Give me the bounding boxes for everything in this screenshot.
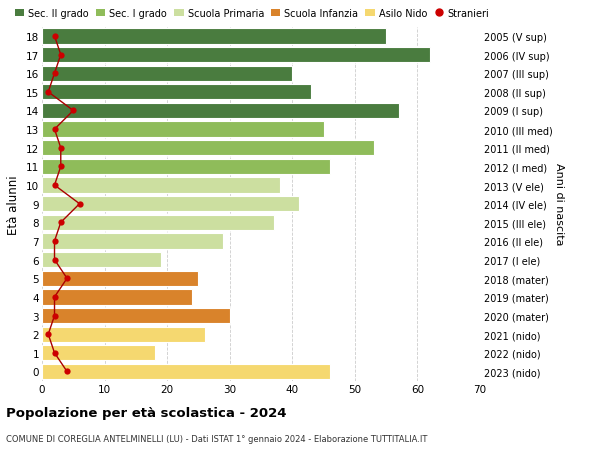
- Bar: [42, 252, 161, 268]
- Bar: [42, 290, 192, 305]
- Bar: [42, 29, 386, 45]
- Bar: [42, 48, 430, 63]
- Bar: [42, 364, 330, 379]
- Bar: [42, 308, 230, 324]
- Bar: [42, 178, 280, 193]
- Bar: [42, 141, 374, 156]
- Bar: [42, 271, 199, 286]
- Text: COMUNE DI COREGLIA ANTELMINELLI (LU) - Dati ISTAT 1° gennaio 2024 - Elaborazione: COMUNE DI COREGLIA ANTELMINELLI (LU) - D…: [6, 434, 427, 443]
- Bar: [42, 85, 311, 100]
- Y-axis label: Età alunni: Età alunni: [7, 174, 20, 234]
- Bar: [42, 196, 299, 212]
- Text: Popolazione per età scolastica - 2024: Popolazione per età scolastica - 2024: [6, 406, 287, 419]
- Bar: [42, 67, 292, 82]
- Bar: [42, 234, 223, 249]
- Bar: [42, 159, 330, 175]
- Bar: [42, 104, 398, 119]
- Bar: [42, 346, 155, 361]
- Bar: [42, 215, 274, 230]
- Y-axis label: Anni di nascita: Anni di nascita: [554, 163, 564, 246]
- Bar: [42, 327, 205, 342]
- Bar: [42, 122, 323, 138]
- Legend: Sec. II grado, Sec. I grado, Scuola Primaria, Scuola Infanzia, Asilo Nido, Stran: Sec. II grado, Sec. I grado, Scuola Prim…: [11, 5, 493, 22]
